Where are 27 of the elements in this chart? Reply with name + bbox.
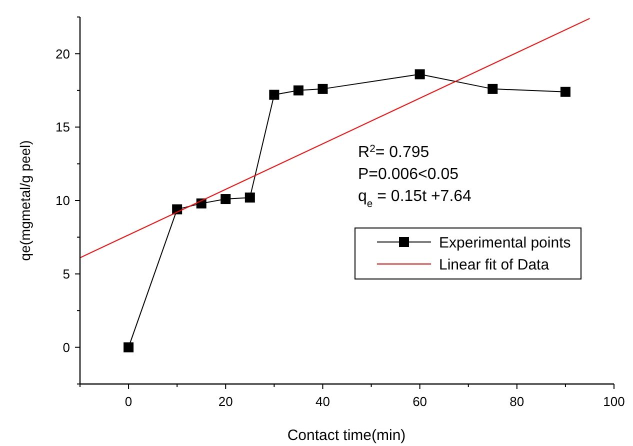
x-tick-label: 40: [315, 394, 330, 409]
point: [293, 85, 304, 96]
point: [560, 86, 570, 97]
x-tick-label: 80: [510, 394, 524, 409]
point: [124, 342, 134, 352]
y-axis-title: qe(mgmetal/g peel): [17, 140, 33, 261]
point: [244, 192, 255, 203]
point: [488, 84, 498, 94]
x-tick-label: 0: [124, 394, 132, 409]
y-tick-label: 10: [56, 193, 70, 208]
y-tick-label: 15: [56, 120, 70, 135]
point: [220, 194, 231, 204]
y-tick-label: 20: [56, 46, 70, 62]
annotation: R$^{2}$= 0.795: [358, 144, 430, 161]
legend-label: Linear fit of Data: [439, 256, 550, 274]
x-tick-label: 60: [412, 394, 428, 409]
annotation: P=0.006<0.05: [358, 166, 459, 183]
y-tick-label: 0: [62, 340, 70, 355]
point: [318, 84, 328, 94]
legend-label: Experimental points: [439, 234, 571, 252]
y-tick-label: 5: [62, 266, 70, 282]
point: [414, 69, 425, 80]
x-tick-label: 100: [603, 394, 625, 409]
x-axis-title: Contact time(min): [287, 427, 406, 444]
x-tick-label: 20: [218, 394, 233, 409]
point: [269, 90, 280, 100]
annotation: q$_{e}$ = 0.15t +7.64: [358, 188, 472, 210]
